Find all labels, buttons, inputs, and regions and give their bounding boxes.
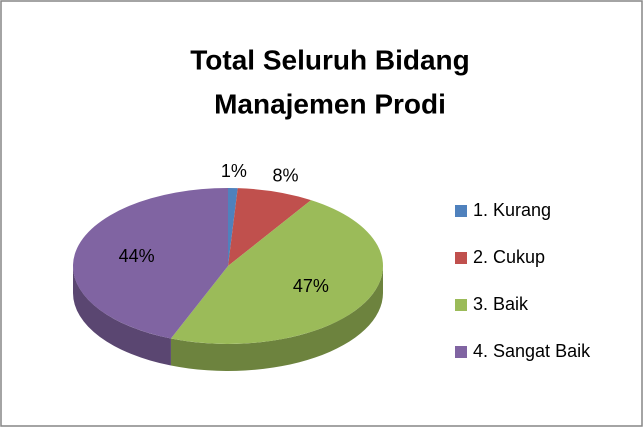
pie-slice (228, 188, 238, 266)
data-label: 8% (272, 166, 298, 186)
legend-swatch (455, 252, 467, 264)
legend-swatch (455, 205, 467, 217)
data-label: 47% (293, 276, 329, 296)
data-label: 44% (119, 246, 155, 266)
legend-label: 3. Baik (473, 294, 529, 314)
legend-swatch (455, 299, 467, 311)
pie-slice (170, 200, 383, 344)
legend-swatch (455, 346, 467, 358)
data-label: 1% (221, 161, 247, 181)
chart-title: Total Seluruh Bidang (190, 44, 469, 75)
pie-side (170, 266, 383, 372)
legend-label: 1. Kurang (473, 200, 551, 220)
chart-title: Manajemen Prodi (214, 88, 446, 119)
legend-label: 4. Sangat Baik (473, 341, 591, 361)
pie-slice (73, 188, 228, 339)
legend-label: 2. Cukup (473, 247, 545, 267)
pie-side (73, 266, 171, 366)
pie-slice (228, 188, 312, 266)
